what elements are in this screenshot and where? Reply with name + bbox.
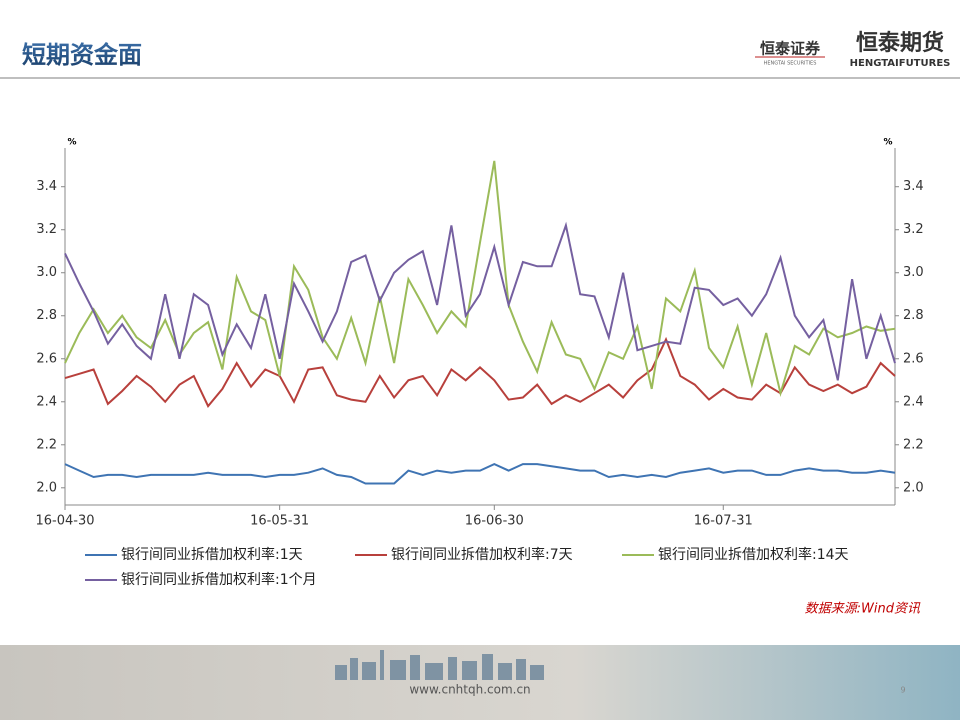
legend-label: 银行间同业拆借加权利率:1天: [121, 546, 303, 563]
y-unit: %: [67, 138, 76, 148]
city-skyline: [335, 650, 544, 680]
y2-tick-label: 3.0: [903, 265, 924, 280]
y2-tick-label: 3.4: [903, 179, 924, 194]
series-line: [64, 336, 896, 408]
y-tick-label: 2.8: [36, 308, 57, 323]
y2-tick-label: 2.2: [903, 437, 924, 452]
footer-url: www.cnhtqh.com.cn: [409, 683, 530, 697]
series-line: [64, 160, 896, 398]
series-line: [64, 221, 896, 381]
y2-tick-label: 2.8: [903, 308, 924, 323]
y-tick-label: 2.6: [36, 351, 57, 366]
y-tick-label: 3.4: [36, 179, 57, 194]
y2-tick-label: 2.4: [903, 394, 924, 409]
y2-tick-label: 2.0: [903, 480, 924, 495]
footer-band: [0, 645, 960, 720]
y-tick-label: 2.0: [36, 480, 57, 495]
x-tick-label: 16-05-31: [250, 514, 309, 529]
logo-left-sub: HENGTAI SECURITIES: [764, 61, 817, 67]
y-tick-label: 2.2: [36, 437, 57, 452]
x-tick-label: 16-06-30: [465, 514, 524, 529]
x-tick-label: 16-04-30: [35, 514, 94, 529]
legend-label: 银行间同业拆借加权利率:14天: [658, 546, 849, 563]
logo-right-sub: HENGTAIFUTURES: [850, 58, 951, 69]
series-line: [64, 463, 896, 485]
x-tick-label: 16-07-31: [694, 514, 753, 529]
logo-right: 恒泰期货: [856, 30, 944, 56]
y-tick-label: 2.4: [36, 394, 57, 409]
legend-label: 银行间同业拆借加权利率:7天: [391, 546, 573, 563]
y2-tick-label: 2.6: [903, 351, 924, 366]
y2-tick-label: 3.2: [903, 222, 924, 237]
page-number: 9: [900, 686, 905, 695]
y-tick-label: 3.2: [36, 222, 57, 237]
y-tick-label: 3.0: [36, 265, 57, 280]
source-note: 数据来源:Wind资讯: [805, 602, 921, 617]
logo-left: 恒泰证券: [760, 40, 821, 58]
slide-title: 短期资金面: [22, 41, 142, 69]
y2-unit: %: [883, 138, 892, 148]
legend-label: 银行间同业拆借加权利率:1个月: [121, 571, 317, 588]
